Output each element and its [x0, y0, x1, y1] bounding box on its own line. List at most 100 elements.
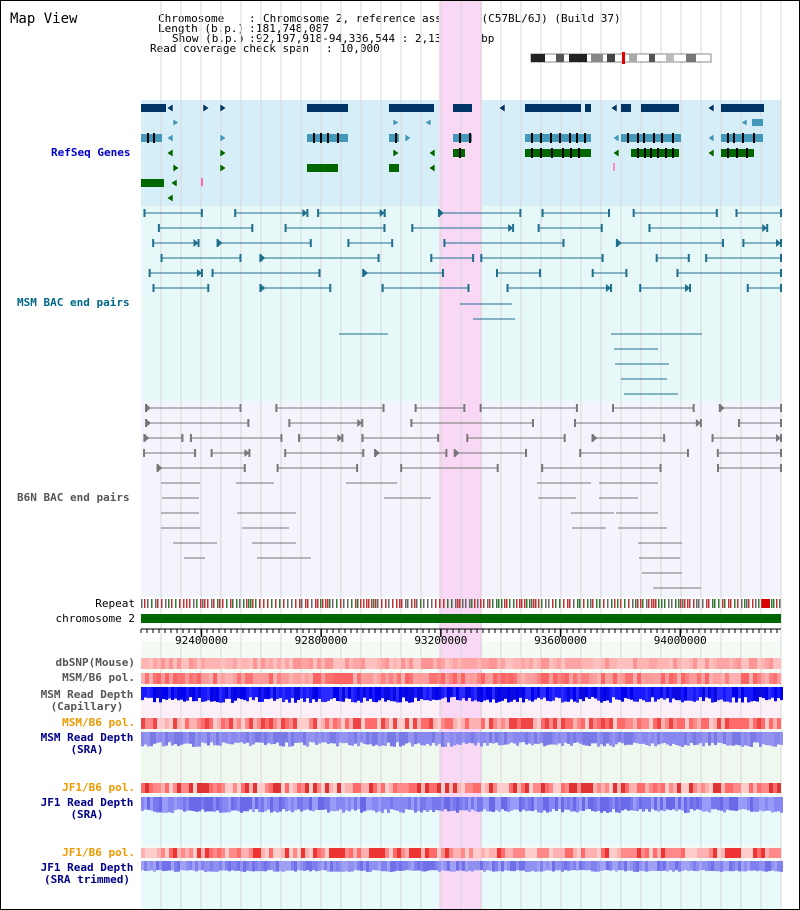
jf1-pol2-cell — [401, 848, 405, 858]
jf1-trim-depth-bar — [186, 861, 189, 871]
msm-pol2-cell — [145, 718, 149, 729]
jf1-pol-cell — [581, 783, 585, 793]
repeat-mark — [381, 599, 383, 608]
msm-pol2-cell — [465, 718, 469, 729]
repeat-mark — [541, 599, 543, 608]
b6n-bac-pair-end — [573, 419, 576, 427]
msm-pol-cell — [585, 673, 589, 684]
msm-sra-depth-bar — [369, 732, 372, 745]
msm-pol2-cell — [233, 718, 237, 729]
jf1-trim-depth-bar — [387, 861, 390, 872]
msm-sra-depth-bar — [393, 732, 396, 747]
jf1-pol-cell — [293, 783, 297, 793]
dbsnp-cell — [473, 658, 477, 669]
msm-pol-cell — [281, 673, 285, 684]
jf1-pol2-cell — [337, 848, 341, 858]
jf1-pol-cell — [301, 783, 305, 793]
dbsnp-cell — [585, 658, 589, 669]
jf1-sra-depth-bar — [387, 797, 390, 813]
jf1-sra-depth-bar — [330, 797, 333, 812]
msm-cap-depth-bar — [525, 687, 528, 699]
jf1-pol-cell — [677, 783, 681, 793]
msm-sra-depth-bar — [273, 732, 276, 744]
jf1-trim-depth-bar — [516, 861, 519, 871]
repeat-mark — [325, 599, 327, 608]
jf1-trim-depth-bar — [168, 861, 171, 871]
repeat-mark — [655, 599, 657, 608]
msm-pol2-cell — [645, 718, 649, 729]
jf1-pol2-cell — [729, 848, 733, 858]
jf1-pol-cell — [557, 783, 561, 793]
jf1-trim-depth-bar — [303, 861, 306, 871]
jf1-pol2-cell — [577, 848, 581, 858]
jf1-pol-cell — [633, 783, 637, 793]
msm-sra-depth-bar — [459, 732, 462, 745]
repeat-mark — [455, 599, 457, 608]
msm-sra-depth-bar — [243, 732, 246, 744]
repeat-mark — [363, 599, 365, 608]
jf1-trim-depth-bar — [699, 861, 702, 871]
msm-cap-depth-bar — [702, 687, 705, 702]
dbsnp-cell — [357, 658, 361, 669]
repeat-mark — [179, 599, 181, 608]
jf1-trim-depth-bar — [348, 861, 351, 872]
msm-pol-cell — [353, 673, 357, 684]
msm-pol2-cell — [425, 718, 429, 729]
jf1-pol-cell — [609, 783, 613, 793]
jf1-pol-cell — [445, 783, 449, 793]
dbsnp-cell — [341, 658, 345, 669]
jf1-pol-cell — [145, 783, 149, 793]
msm-sra-depth-bar — [675, 732, 678, 746]
jf1-pol2-cell — [229, 848, 233, 858]
b6n-bac-pair-end — [437, 434, 440, 442]
msm-sra-depth-bar — [162, 732, 165, 747]
repeat-mark — [405, 599, 407, 608]
msm-pol-cell — [637, 673, 641, 684]
msm-pol2-cell — [241, 718, 245, 729]
msm-bac-pair-end — [537, 224, 540, 232]
dbsnp-cell — [573, 658, 577, 669]
jf1-pol-cell — [309, 783, 313, 793]
jf1-pol2-cell — [493, 848, 497, 858]
jf1-trim-depth-bar — [618, 861, 621, 871]
msm-bac-pair-end — [721, 239, 724, 247]
jf1-pol2-cell — [473, 848, 477, 858]
msm-pol-cell — [381, 673, 385, 684]
jf1-pol2-cell — [289, 848, 293, 858]
repeat-mark — [728, 599, 730, 608]
msm-pol2-cell — [405, 718, 409, 729]
jf1-pol2-cell — [489, 848, 493, 858]
msm-pol-cell — [365, 673, 369, 684]
msm-cap-depth-bar — [270, 687, 273, 699]
ideogram-position-marker — [622, 52, 625, 64]
msm-sra-depth-bar — [561, 732, 564, 747]
msm-pol-cell — [313, 673, 317, 684]
msm-pol-cell — [721, 673, 725, 684]
jf1-trim-depth-bar — [279, 861, 282, 872]
repeat-mark — [559, 599, 561, 608]
msm-pol2-cell — [369, 718, 373, 729]
jf1-pol2-cell — [317, 848, 321, 858]
msm-pol-cell — [505, 673, 509, 684]
msm-bac-pair-end — [780, 254, 782, 262]
jf1-pol-cell — [761, 783, 765, 793]
b6n-bac-pair-end — [711, 434, 714, 442]
dbsnp-cell — [681, 658, 685, 669]
msm-pol-cell — [665, 673, 669, 684]
jf1-pol2-cell — [745, 848, 749, 858]
msm-sra-depth-bar — [387, 732, 390, 743]
msm-cap-depth-bar — [621, 687, 624, 702]
jf1-sra-depth-bar — [750, 797, 753, 812]
jf1-sra-depth-bar — [753, 797, 756, 812]
msm-sra-depth-bar — [453, 732, 456, 746]
msm-sra-depth-bar — [639, 732, 642, 745]
msm-cap-depth-bar — [507, 687, 510, 703]
msm-sra-depth-bar — [225, 732, 228, 744]
jf1-pol-cell — [481, 783, 485, 793]
b6n-bac-pair-end — [579, 449, 582, 457]
jf1-sra-depth-bar — [348, 797, 351, 812]
msm-sra-depth-bar — [405, 732, 408, 744]
track-label-refseq: RefSeq Genes — [51, 146, 131, 159]
jf1-trim-depth-bar — [213, 861, 216, 872]
msm-cap-depth-bar — [336, 687, 339, 702]
